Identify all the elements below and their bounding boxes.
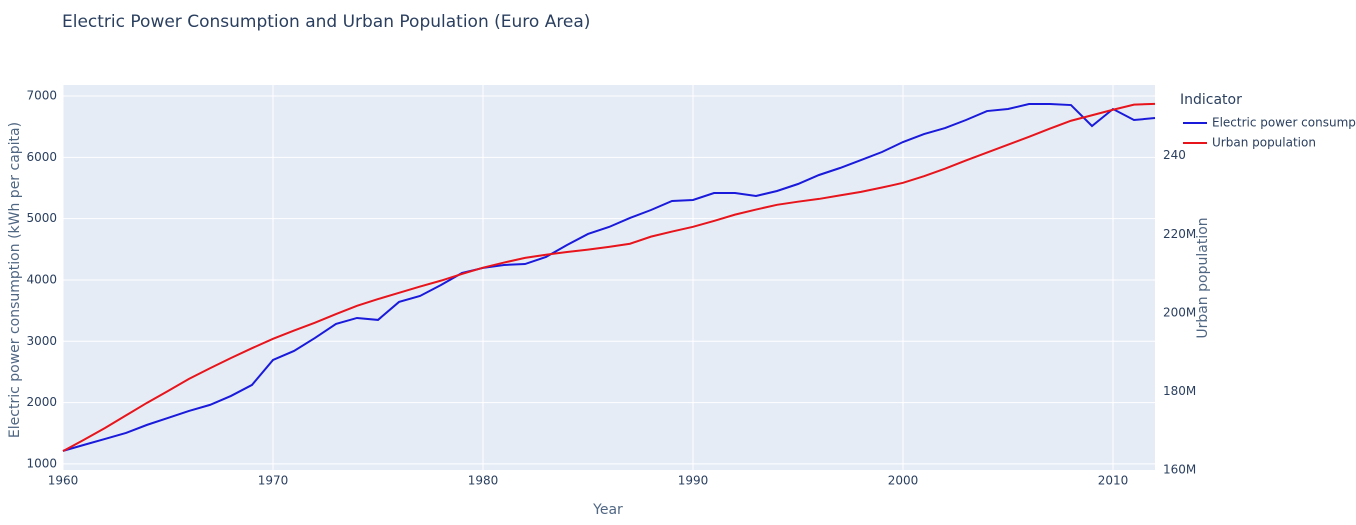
y2-axis-title: Urban population: [1195, 217, 1211, 338]
y-tick-label: 1000: [26, 456, 57, 470]
y-tick-label: 7000: [26, 89, 57, 103]
chart-title: Electric Power Consumption and Urban Pop…: [62, 12, 590, 32]
y-tick-label: 4000: [26, 272, 57, 286]
y-tick-label: 2000: [26, 395, 57, 409]
y-axis-title: Electric power consumption (kWh per capi…: [7, 122, 23, 438]
x-tick-label: 2010: [1098, 474, 1129, 488]
x-tick-label: 1970: [258, 474, 289, 488]
y2-tick-label: 200M: [1163, 305, 1196, 319]
y2-tick-label: 160M: [1163, 463, 1196, 477]
y2-tick-label: 180M: [1163, 384, 1196, 398]
legend-title: Indicator: [1180, 92, 1242, 108]
y-tick-label: 6000: [26, 150, 57, 164]
line-series: [62, 103, 1156, 452]
legend-label: Urban population: [1212, 136, 1316, 150]
x-axis-title: Year: [592, 502, 623, 518]
x-tick-label: 1960: [48, 474, 79, 488]
line-series: [62, 102, 1156, 453]
legend-label: Electric power consumption: [1212, 116, 1356, 130]
y2-tick-label: 220M: [1163, 227, 1196, 241]
plot-area: [63, 85, 1155, 470]
x-tick-label: 1980: [468, 474, 499, 488]
y-tick-label: 3000: [26, 334, 57, 348]
x-tick-label: 1990: [678, 474, 709, 488]
grid: [62, 85, 1155, 470]
y2-tick-label: 240: [1163, 148, 1186, 162]
y-tick-label: 5000: [26, 211, 57, 225]
x-tick-label: 2000: [888, 474, 919, 488]
